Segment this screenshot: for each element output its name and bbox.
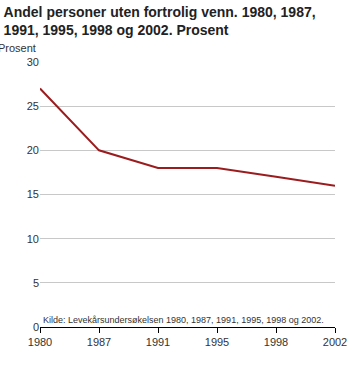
- svg-text:Andel personer uten fortrolig: Andel personer uten fortrolig venn. 1980…: [4, 4, 316, 38]
- svg-text:Kilde: Levekårsundersøkelsen 1: Kilde: Levekårsundersøkelsen 1980, 1987,…: [43, 315, 324, 325]
- svg-text:15: 15: [27, 188, 39, 200]
- svg-text:1995: 1995: [205, 336, 229, 348]
- svg-text:25: 25: [27, 100, 39, 112]
- svg-text:2002: 2002: [323, 336, 347, 348]
- svg-text:1980: 1980: [28, 336, 52, 348]
- svg-text:10: 10: [27, 233, 39, 245]
- svg-text:30: 30: [27, 56, 39, 68]
- svg-text:0: 0: [33, 321, 39, 333]
- svg-text:1987: 1987: [87, 336, 111, 348]
- svg-text:Prosent: Prosent: [0, 42, 36, 54]
- svg-text:1998: 1998: [264, 336, 288, 348]
- svg-text:20: 20: [27, 144, 39, 156]
- svg-text:5: 5: [33, 277, 39, 289]
- svg-text:1991: 1991: [146, 336, 170, 348]
